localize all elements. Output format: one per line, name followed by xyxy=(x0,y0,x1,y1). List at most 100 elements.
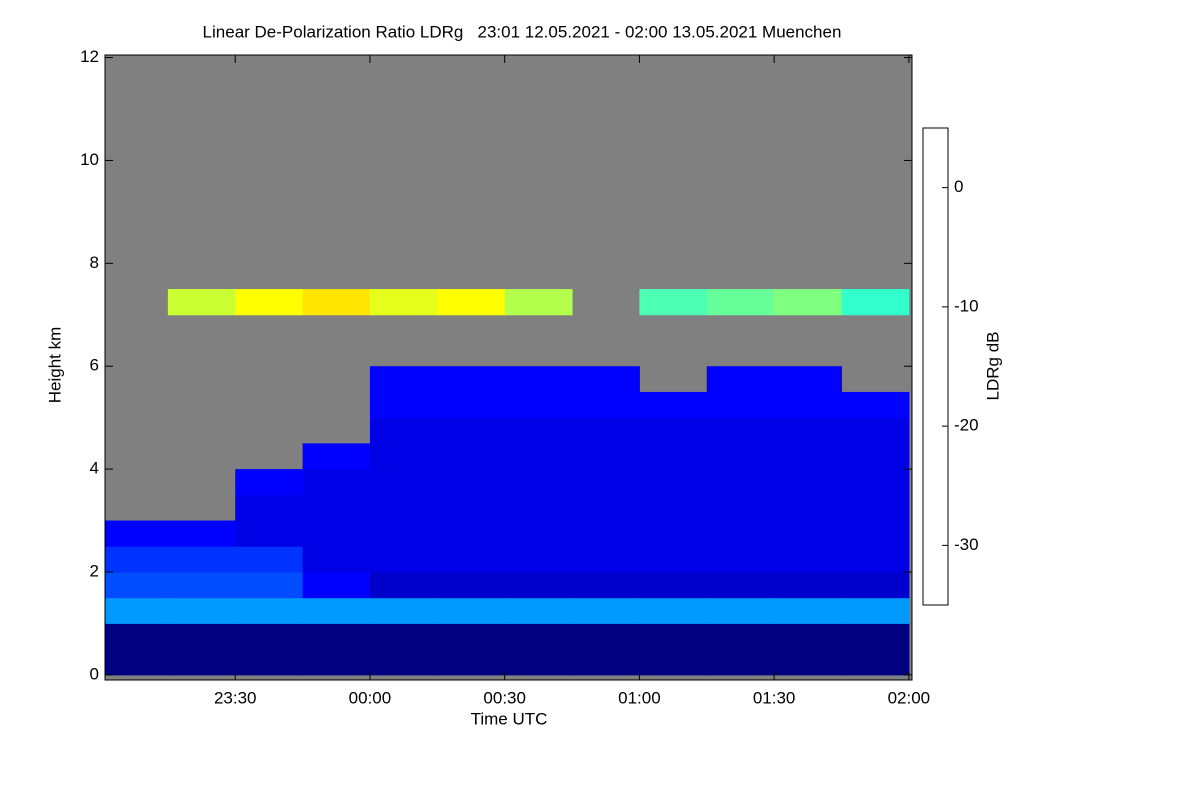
heatmap-cell xyxy=(437,494,506,522)
heatmap-cell xyxy=(572,391,640,419)
heatmap-cell xyxy=(774,494,842,522)
heatmap-cell xyxy=(706,649,775,676)
heatmap-cell xyxy=(706,391,775,419)
heatmap-cell xyxy=(841,391,910,419)
heatmap-cell xyxy=(369,366,438,393)
heatmap-cell xyxy=(504,443,573,470)
heatmap-cell xyxy=(706,520,775,547)
heatmap-cell xyxy=(369,623,438,650)
heatmap-cell xyxy=(841,571,910,599)
x-tick-label: 01:00 xyxy=(618,688,661,707)
heatmap-cell xyxy=(235,520,304,547)
heatmap-cell xyxy=(504,571,573,599)
heatmap-cell xyxy=(504,546,573,573)
heatmap-cell xyxy=(639,649,708,676)
heatmap-cell xyxy=(774,366,842,393)
heatmap-cell xyxy=(841,520,910,547)
heatmap-cell xyxy=(841,623,910,650)
heatmap-cell xyxy=(105,623,169,650)
heatmap-cell xyxy=(774,469,842,496)
heatmap-cell xyxy=(504,469,573,496)
heatmap-cell xyxy=(369,417,438,444)
heatmap-cell xyxy=(105,546,169,573)
heatmap-cell xyxy=(572,469,640,496)
heatmap-cell xyxy=(167,289,236,316)
y-tick-label: 4 xyxy=(90,459,99,478)
heatmap-cell xyxy=(167,546,236,573)
x-tick-label: 00:00 xyxy=(349,688,392,707)
heatmap-cell xyxy=(437,571,506,599)
colorbar xyxy=(922,127,949,606)
heatmap-cell xyxy=(572,571,640,599)
heatmap-cell xyxy=(706,443,775,470)
heatmap-cell xyxy=(706,289,775,316)
y-tick-label: 8 xyxy=(90,253,99,272)
heatmap-cell xyxy=(504,649,573,676)
heatmap-cell xyxy=(437,623,506,650)
heatmap-cell xyxy=(706,597,775,624)
heatmap-cell xyxy=(437,366,506,393)
heatmap-cell xyxy=(572,597,640,624)
heatmap-cell xyxy=(841,649,910,676)
colorbar-tick-label: -20 xyxy=(954,416,979,435)
heatmap-cell xyxy=(774,571,842,599)
heatmap-cell xyxy=(572,494,640,522)
heatmap-cell xyxy=(774,289,842,316)
heatmap-cell xyxy=(504,520,573,547)
heatmap-cell xyxy=(639,469,708,496)
heatmap-cell xyxy=(235,546,304,573)
heatmap-cell xyxy=(167,623,236,650)
x-tick-label: 23:30 xyxy=(214,688,257,707)
heatmap-cell xyxy=(235,571,304,599)
heatmap-cell xyxy=(841,443,910,470)
heatmap-cell xyxy=(572,520,640,547)
heatmap-cell xyxy=(105,649,169,676)
y-tick-label: 10 xyxy=(80,150,99,169)
heatmap-cell xyxy=(639,417,708,444)
heatmap-cell xyxy=(369,649,438,676)
heatmap-cell xyxy=(504,417,573,444)
heatmap-cell xyxy=(302,494,371,522)
heatmap-cell xyxy=(167,520,236,547)
heatmap-cell xyxy=(369,520,438,547)
heatmap-cell xyxy=(504,623,573,650)
heatmap-cell xyxy=(437,289,506,316)
heatmap-cell xyxy=(639,597,708,624)
heatmap-cell xyxy=(639,289,708,316)
heatmap-cell xyxy=(639,623,708,650)
heatmap-cell xyxy=(437,649,506,676)
heatmap-cell xyxy=(774,546,842,573)
heatmap-cell xyxy=(235,494,304,522)
x-tick-label: 01:30 xyxy=(753,688,796,707)
heatmap-cell xyxy=(504,391,573,419)
heatmap-cell xyxy=(369,443,438,470)
heatmap-cell xyxy=(369,469,438,496)
heatmap-cell xyxy=(302,520,371,547)
heatmap-cell xyxy=(841,289,910,316)
colorbar-tick-label: -30 xyxy=(954,535,979,554)
heatmap-cell xyxy=(437,469,506,496)
heatmap-cell xyxy=(572,366,640,393)
x-tick-label: 00:30 xyxy=(483,688,526,707)
heatmap-cell xyxy=(437,417,506,444)
heatmap-cell xyxy=(706,623,775,650)
colorbar-label: LDRg dB xyxy=(983,332,1002,401)
heatmap-cell xyxy=(302,443,371,470)
heatmap-cell xyxy=(774,623,842,650)
heatmap-cell xyxy=(706,494,775,522)
heatmap-cell xyxy=(572,623,640,650)
heatmap-cell xyxy=(572,649,640,676)
x-tick-label: 02:00 xyxy=(888,688,931,707)
y-tick-label: 0 xyxy=(90,664,99,683)
heatmap-cell xyxy=(437,546,506,573)
heatmap-cell xyxy=(167,597,236,624)
heatmap-cell xyxy=(706,546,775,573)
heatmap-cell xyxy=(504,494,573,522)
heatmap-cell xyxy=(302,649,371,676)
heatmap-cell xyxy=(235,289,304,316)
heatmap-cell xyxy=(369,494,438,522)
heatmap-cell xyxy=(235,649,304,676)
heatmap-cell xyxy=(841,546,910,573)
heatmap-cell xyxy=(639,391,708,419)
